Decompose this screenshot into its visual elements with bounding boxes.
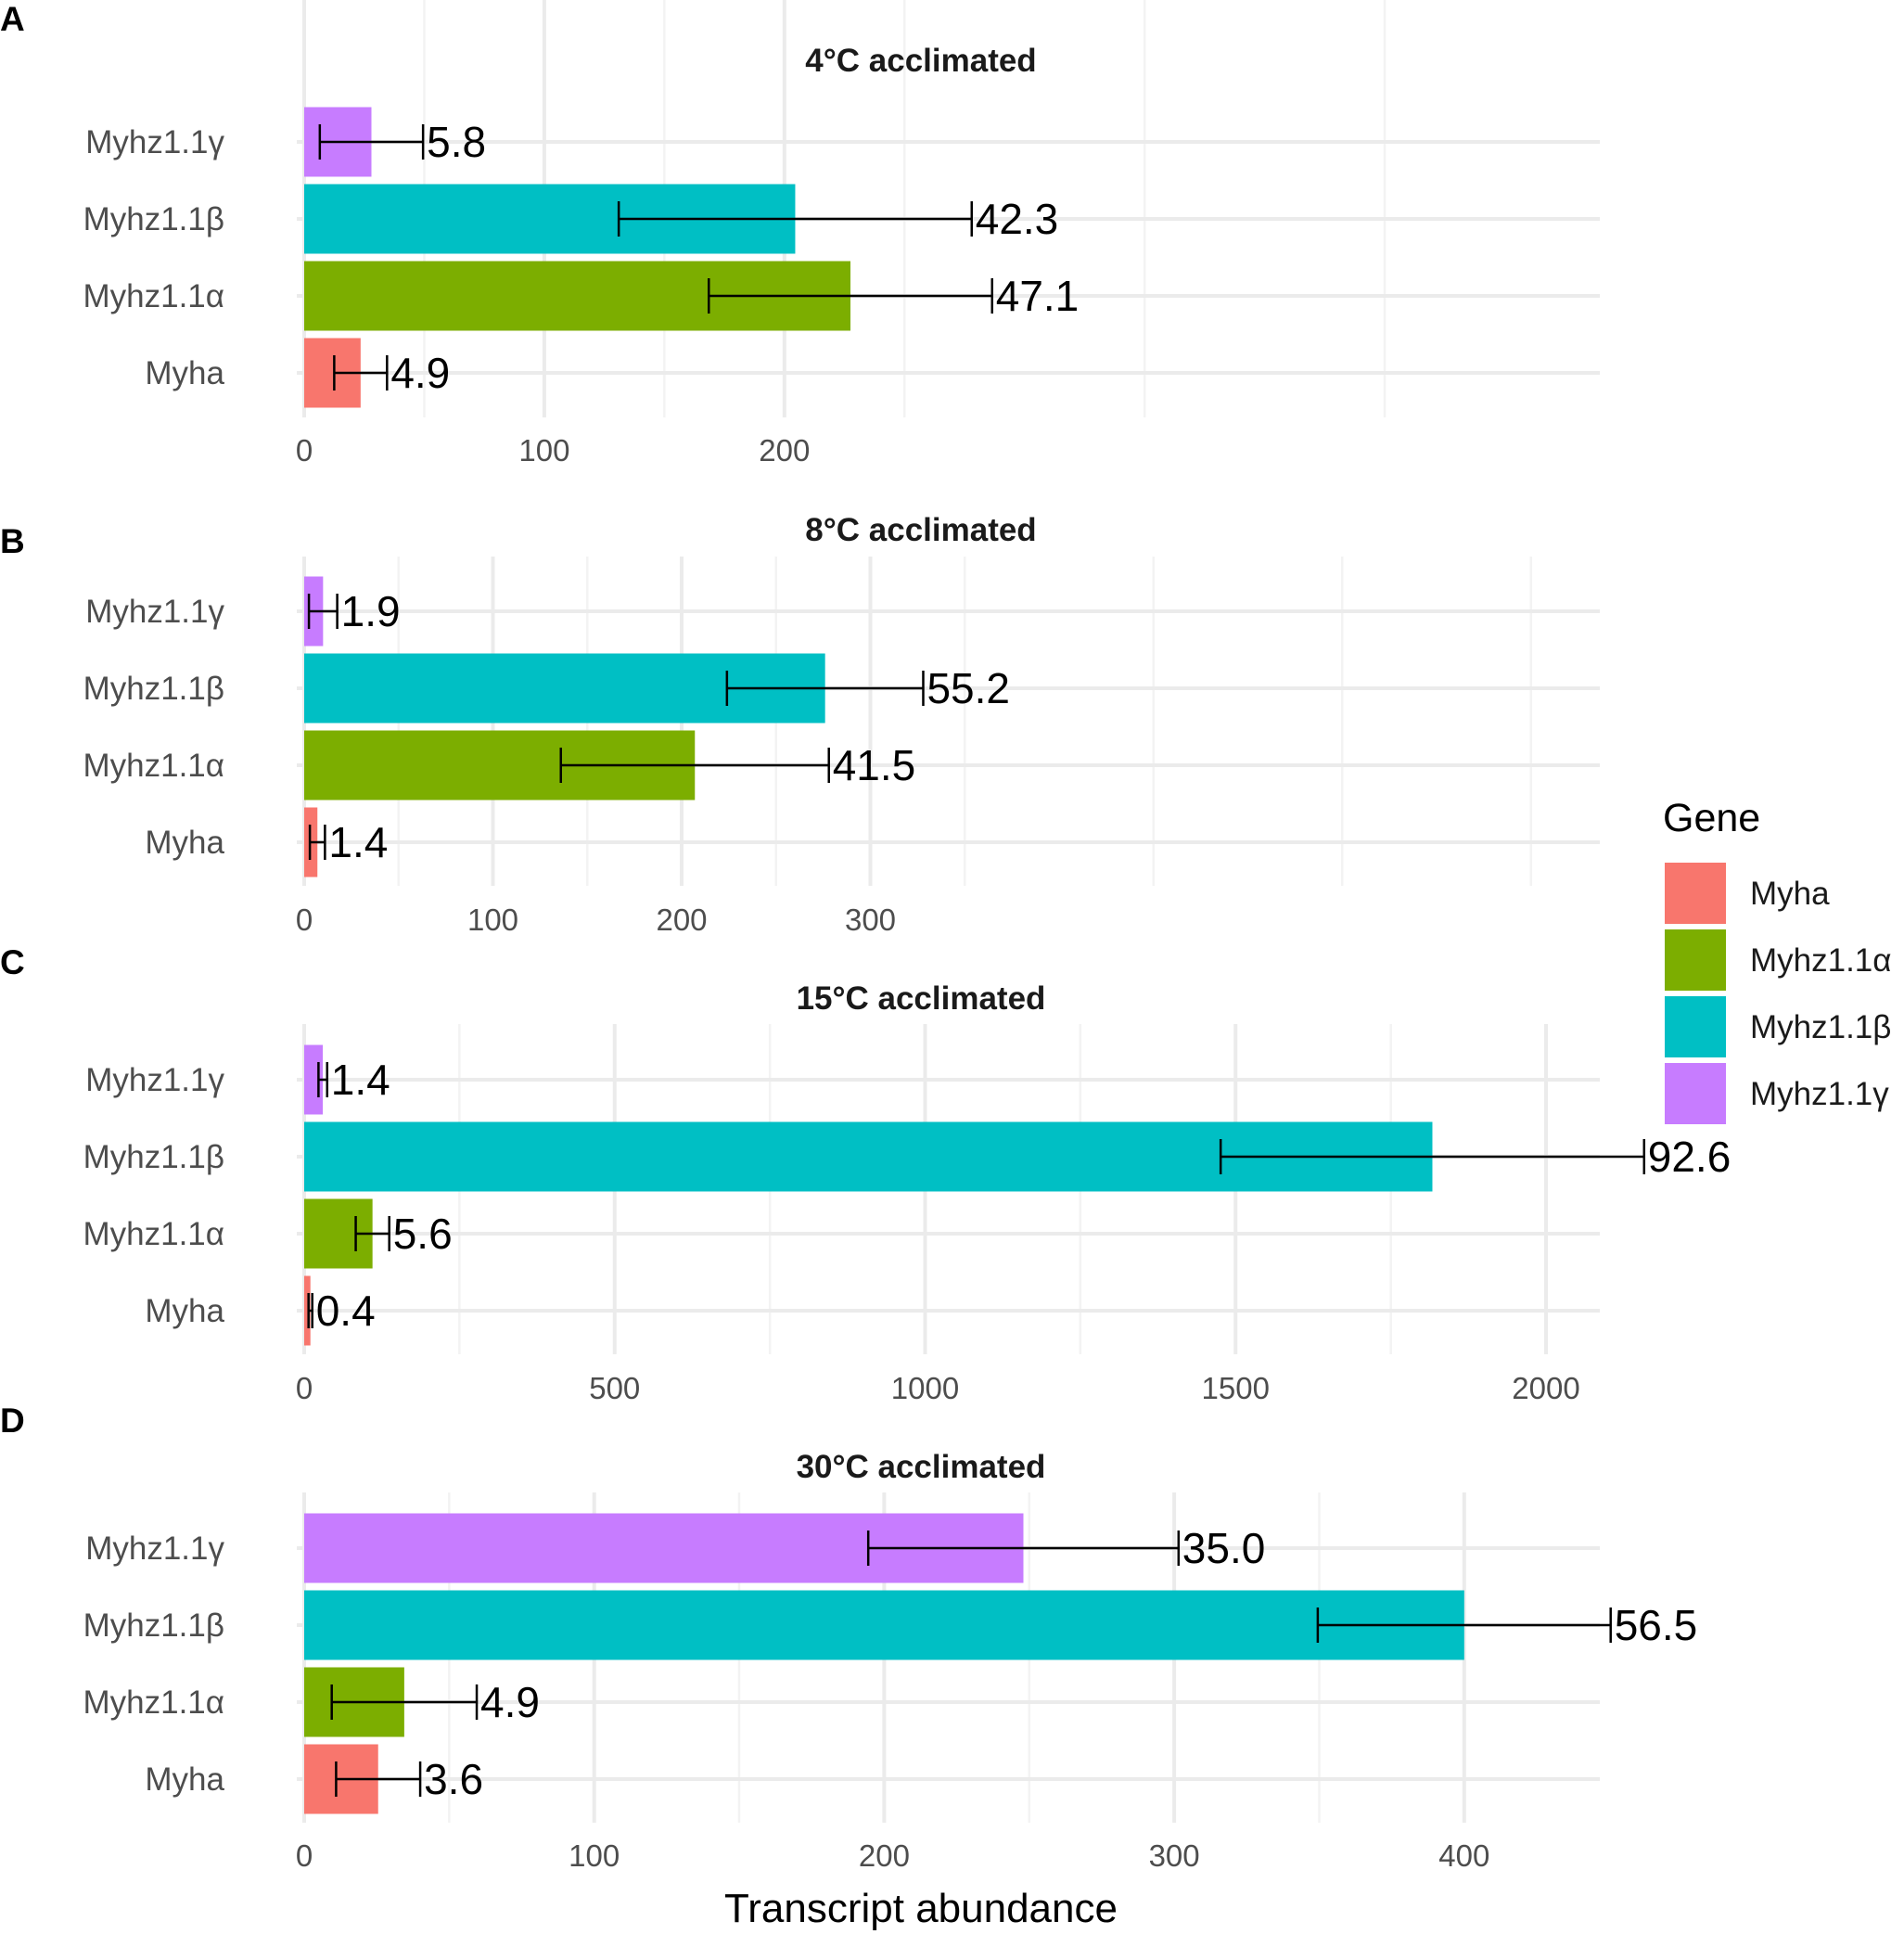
x-tick-label: 100 (467, 903, 518, 937)
data-label: 35.0 (1182, 1524, 1266, 1572)
y-tick-label: Myhz1.1γ (85, 124, 224, 160)
chart-panels: 4.9 Myha 47.1 Myhz1.1α 42.3 Myhz1.1β 5.8 Myhz1.… (0, 0, 1731, 1873)
x-tick-label: 300 (1149, 1838, 1200, 1873)
error-bar (335, 1761, 422, 1797)
panel-c: 0.4 Myha 5.6 Myhz1.1α 92.6 Myhz1.1β 1.4 Myhz1.1… (0, 943, 1731, 1405)
y-tick-label: Myhz1.1β (83, 671, 224, 707)
data-label: 42.3 (976, 195, 1059, 243)
x-tick-label: 0 (296, 1838, 313, 1873)
y-tick-label: Myha (145, 1293, 224, 1329)
data-label: 1.9 (341, 587, 401, 635)
y-tick-label: Myhz1.1γ (85, 594, 224, 630)
panel-b: 1.4 Myha 41.5 Myhz1.1α 55.2 Myhz1.1β 1.9 Myhz1.… (0, 512, 1600, 937)
x-tick-label: 200 (859, 1838, 910, 1873)
panel-title: 8°C acclimated (805, 512, 1036, 548)
legend-key (1665, 863, 1726, 924)
bar-Myhz1.1β (304, 1590, 1464, 1660)
y-tick-label: Myhz1.1α (83, 748, 224, 784)
x-tick-label: 200 (759, 433, 810, 467)
error-bar (307, 594, 339, 629)
x-tick-label: 100 (518, 433, 569, 467)
error-bar (330, 1684, 479, 1720)
panel-a: 4.9 Myha 47.1 Myhz1.1α 42.3 Myhz1.1β 5.8 Myhz1.… (0, 0, 1600, 467)
y-tick-label: Myhz1.1γ (85, 1062, 224, 1098)
error-bar (333, 355, 389, 391)
data-label: 1.4 (328, 818, 388, 866)
error-bar (307, 1293, 313, 1328)
x-tick-label: 500 (589, 1371, 640, 1405)
error-bar (866, 1531, 1181, 1566)
panel-letter: B (0, 522, 25, 560)
y-tick-label: Myha (145, 355, 224, 391)
x-tick-label: 0 (296, 433, 313, 467)
data-label: 55.2 (926, 664, 1010, 712)
y-tick-label: Myhz1.1β (83, 201, 224, 237)
x-tick-label: 2000 (1512, 1371, 1579, 1405)
panel-letter: C (0, 943, 25, 981)
data-label: 4.9 (390, 349, 450, 397)
data-label: 3.6 (424, 1755, 483, 1803)
x-tick-label: 400 (1438, 1838, 1489, 1873)
legend-title: Gene (1663, 796, 1760, 840)
error-bar (1316, 1607, 1612, 1643)
y-tick-label: Myha (145, 1761, 224, 1798)
legend-label: Myha (1750, 876, 1830, 912)
error-bar (354, 1216, 390, 1251)
data-label: 1.4 (331, 1056, 390, 1104)
x-tick-label: 300 (845, 903, 896, 937)
y-tick-label: Myha (145, 825, 224, 861)
y-tick-label: Myhz1.1γ (85, 1531, 224, 1567)
data-label: 5.6 (393, 1210, 453, 1258)
panel-title: 30°C acclimated (797, 1449, 1046, 1485)
panel-letter: D (0, 1402, 25, 1440)
x-tick-label: 200 (656, 903, 707, 937)
error-bar (617, 201, 973, 237)
x-tick-label: 1000 (891, 1371, 959, 1405)
panel-d: 3.6 Myha 4.9 Myhz1.1α 56.5 Myhz1.1β 35.0 Myhz1.… (0, 1402, 1697, 1873)
legend-key (1665, 1063, 1726, 1124)
y-tick-label: Myhz1.1α (83, 1684, 224, 1721)
error-bar (317, 1062, 329, 1097)
error-bar (308, 825, 326, 860)
legend-key (1665, 929, 1726, 991)
x-axis-title: Transcript abundance (724, 1886, 1118, 1931)
legend-label: Myhz1.1α (1750, 942, 1892, 979)
legend-label: Myhz1.1β (1750, 1009, 1891, 1045)
data-label: 92.6 (1648, 1133, 1731, 1181)
error-bar (1219, 1139, 1646, 1174)
data-label: 5.8 (427, 118, 486, 166)
x-tick-label: 100 (569, 1838, 620, 1873)
error-bar (707, 278, 993, 314)
x-tick-label: 0 (296, 1371, 313, 1405)
x-tick-label: 1500 (1202, 1371, 1270, 1405)
data-label: 56.5 (1615, 1601, 1698, 1649)
error-bar (559, 748, 830, 783)
x-tick-label: 0 (296, 903, 313, 937)
y-tick-label: Myhz1.1α (83, 1216, 224, 1252)
panel-letter: A (0, 0, 25, 38)
y-tick-label: Myhz1.1α (83, 278, 224, 314)
panel-title: 15°C acclimated (797, 980, 1046, 1017)
data-label: 0.4 (316, 1287, 376, 1335)
y-tick-label: Myhz1.1β (83, 1139, 224, 1175)
bar-Myha (304, 1275, 311, 1346)
data-label: 47.1 (996, 272, 1080, 320)
data-label: 41.5 (833, 741, 916, 789)
panel-title: 4°C acclimated (805, 43, 1036, 79)
data-label: 4.9 (480, 1678, 540, 1726)
y-tick-label: Myhz1.1β (83, 1607, 224, 1644)
error-bar (318, 124, 425, 160)
legend: Gene Myha Myhz1.1α Myhz1.1β Myhz1.1γ (1663, 796, 1892, 1124)
legend-label: Myhz1.1γ (1750, 1076, 1889, 1112)
error-bar (725, 671, 925, 706)
legend-key (1665, 996, 1726, 1057)
